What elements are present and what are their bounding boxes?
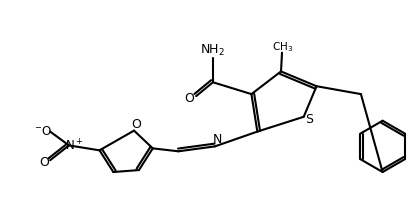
Text: O: O <box>39 155 49 168</box>
Text: CH$_3$: CH$_3$ <box>272 40 294 53</box>
Text: N: N <box>213 132 222 145</box>
Text: $^{-}$O: $^{-}$O <box>34 124 52 137</box>
Text: NH$_2$: NH$_2$ <box>200 43 225 58</box>
Text: S: S <box>305 113 314 126</box>
Text: O: O <box>184 91 194 104</box>
Text: O: O <box>131 118 141 131</box>
Text: N$^+$: N$^+$ <box>65 138 83 153</box>
